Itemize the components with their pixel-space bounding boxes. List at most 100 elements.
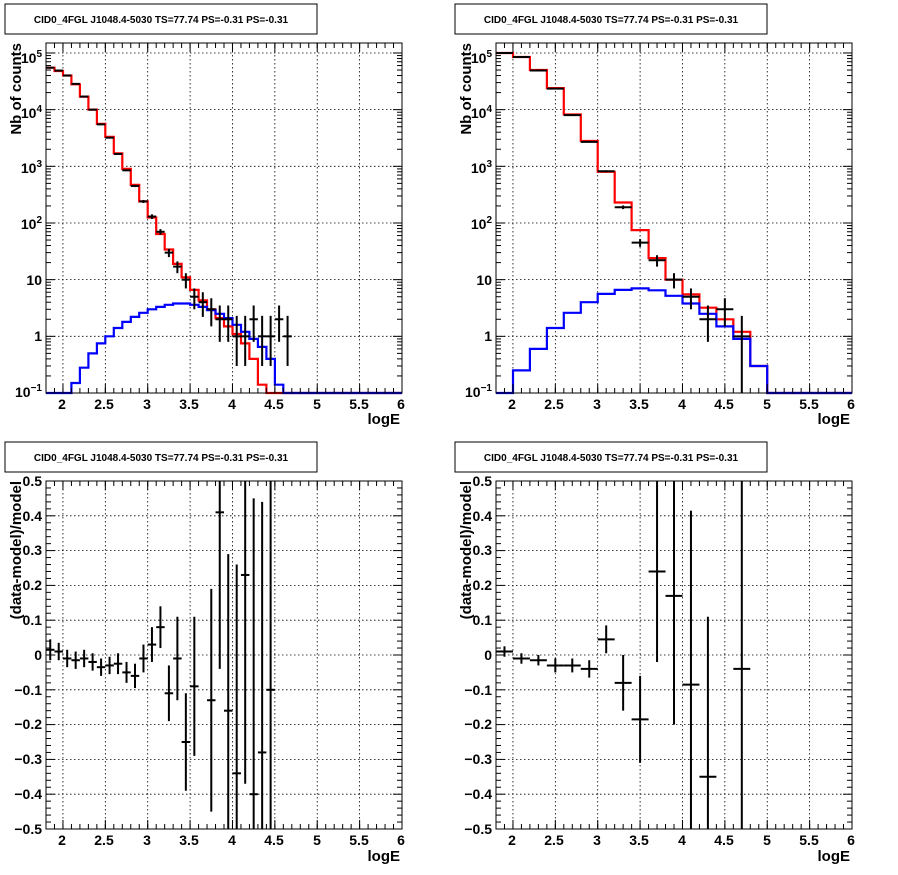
x-tick-label: 5	[763, 832, 771, 848]
chart-title: CID0_4FGL J1048.4-5030 TS=77.74 PS=-0.31…	[34, 15, 289, 26]
x-tick-label: 4.5	[714, 396, 734, 412]
y-tick-labels: −0.5 −0.4 −0.3 −0.2 −0.1 0 0.1 0.2 0.3 0…	[14, 473, 42, 837]
y-tick-label: −0.2	[464, 716, 492, 732]
y-tick-exp: 5	[486, 49, 492, 60]
data-point	[733, 315, 751, 393]
data-point	[266, 315, 275, 366]
y-tick-base: 10	[465, 384, 481, 400]
data-point	[240, 481, 250, 784]
data-point	[71, 651, 80, 669]
data-point	[614, 205, 632, 210]
x-tick-label: 4	[678, 832, 686, 848]
data-point	[546, 87, 564, 90]
data-point	[631, 675, 649, 763]
data-point	[79, 95, 89, 98]
y-tick-exp: 2	[36, 215, 42, 226]
data-point	[563, 658, 581, 673]
y-tick-exp: −1	[481, 383, 493, 394]
x-tick-label: 3.5	[629, 396, 649, 412]
y-tick-label: 103	[471, 159, 493, 176]
y-tick-label: 1	[484, 328, 492, 344]
data-point	[181, 693, 191, 791]
y-tick-base: 1	[34, 328, 42, 344]
y-tick-label: 0	[34, 647, 42, 663]
data-point	[173, 616, 182, 701]
x-axis-label: logE	[368, 848, 401, 865]
data-point	[173, 261, 182, 274]
y-tick-label: 0.4	[23, 508, 43, 524]
y-tick-label: −0.4	[464, 786, 492, 802]
y-tick-label: 10−1	[465, 383, 492, 400]
title-box: CID0_4FGL J1048.4-5030 TS=77.74 PS=-0.31…	[4, 441, 318, 473]
data-point	[156, 229, 165, 235]
data-point	[274, 305, 284, 342]
y-tick-base: 10	[21, 216, 37, 232]
data-point	[139, 644, 148, 673]
data-point	[71, 82, 80, 85]
plot-marks	[496, 481, 751, 829]
y-tick-label: 1	[34, 328, 42, 344]
chart-title: CID0_4FGL J1048.4-5030 TS=77.74 PS=-0.31…	[484, 15, 739, 26]
y-tick-label: −0.1	[14, 682, 42, 698]
data-point	[215, 481, 224, 669]
y-tick-labels: 10−1 1 10 102 103 104 105	[15, 49, 42, 400]
x-tick-label: 5	[313, 832, 321, 848]
y-tick-label: −0.3	[14, 751, 42, 767]
axis-ticks	[495, 480, 853, 830]
data-point	[224, 305, 233, 342]
x-tick-label: 4	[228, 396, 236, 412]
data-point	[682, 510, 700, 829]
y-tick-exp: 5	[36, 49, 42, 60]
data-point	[113, 152, 123, 155]
data-point	[207, 298, 216, 327]
grid	[496, 43, 852, 393]
y-axis-label: (data-model)/model	[8, 481, 25, 619]
y-tick-labels: 10−1 1 10 102 103 104 105	[465, 49, 492, 400]
x-tick-label: 3.5	[629, 832, 649, 848]
chart-title: CID0_4FGL J1048.4-5030 TS=77.74 PS=-0.31…	[34, 453, 289, 464]
chart-title: CID0_4FGL J1048.4-5030 TS=77.74 PS=-0.31…	[484, 453, 739, 464]
data-point	[207, 588, 216, 812]
y-tick-label: −0.5	[14, 821, 42, 837]
data-point	[156, 606, 165, 649]
x-tick-label: 6	[397, 396, 405, 412]
title-box: CID0_4FGL J1048.4-5030 TS=77.74 PS=-0.31…	[454, 441, 768, 473]
y-tick-base: 10	[471, 216, 487, 232]
y-tick-label: 10	[26, 272, 42, 288]
x-tick-label: 2.5	[94, 396, 114, 412]
y-tick-label: −0.1	[464, 682, 492, 698]
y-tick-label: 0.2	[473, 577, 493, 593]
y-tick-base: 10	[471, 50, 487, 66]
data-point	[54, 642, 63, 661]
x-tick-label: 5.5	[799, 396, 819, 412]
y-tick-label: 102	[471, 215, 493, 232]
x-tick-label: 2	[508, 832, 516, 848]
y-tick-label: 0.5	[473, 473, 493, 489]
y-tick-label: −0.5	[464, 821, 492, 837]
data-point	[88, 653, 97, 671]
y-tick-label: 104	[471, 104, 493, 121]
y-tick-label: −0.2	[14, 716, 42, 732]
y-tick-base: 10	[21, 160, 37, 176]
x-tick-label: 4.5	[264, 396, 284, 412]
x-tick-label: 4.5	[714, 832, 734, 848]
x-tick-labels: 2 2.5 3 3.5 4 4.5 5 5.5 6	[508, 396, 855, 412]
data-point	[257, 315, 267, 366]
data-point	[46, 639, 55, 661]
y-tick-label: 102	[21, 215, 43, 232]
data-point	[512, 653, 530, 664]
data-point	[249, 305, 258, 342]
x-tick-label: 2	[508, 396, 516, 412]
y-tick-base: 10	[471, 160, 487, 176]
y-tick-base: 10	[26, 272, 42, 288]
model-source-histogram	[496, 287, 852, 395]
data-point	[190, 616, 199, 756]
y-tick-label: 0.1	[473, 612, 493, 628]
panel-residuals-coarse: CID0_4FGL J1048.4-5030 TS=77.74 PS=-0.31…	[454, 441, 855, 865]
x-tick-label: 5.5	[799, 832, 819, 848]
axis-ticks	[45, 43, 403, 394]
x-tick-labels: 2 2.5 3 3.5 4 4.5 5 5.5 6	[58, 396, 405, 412]
data-point	[215, 305, 224, 342]
data-point	[164, 665, 174, 722]
